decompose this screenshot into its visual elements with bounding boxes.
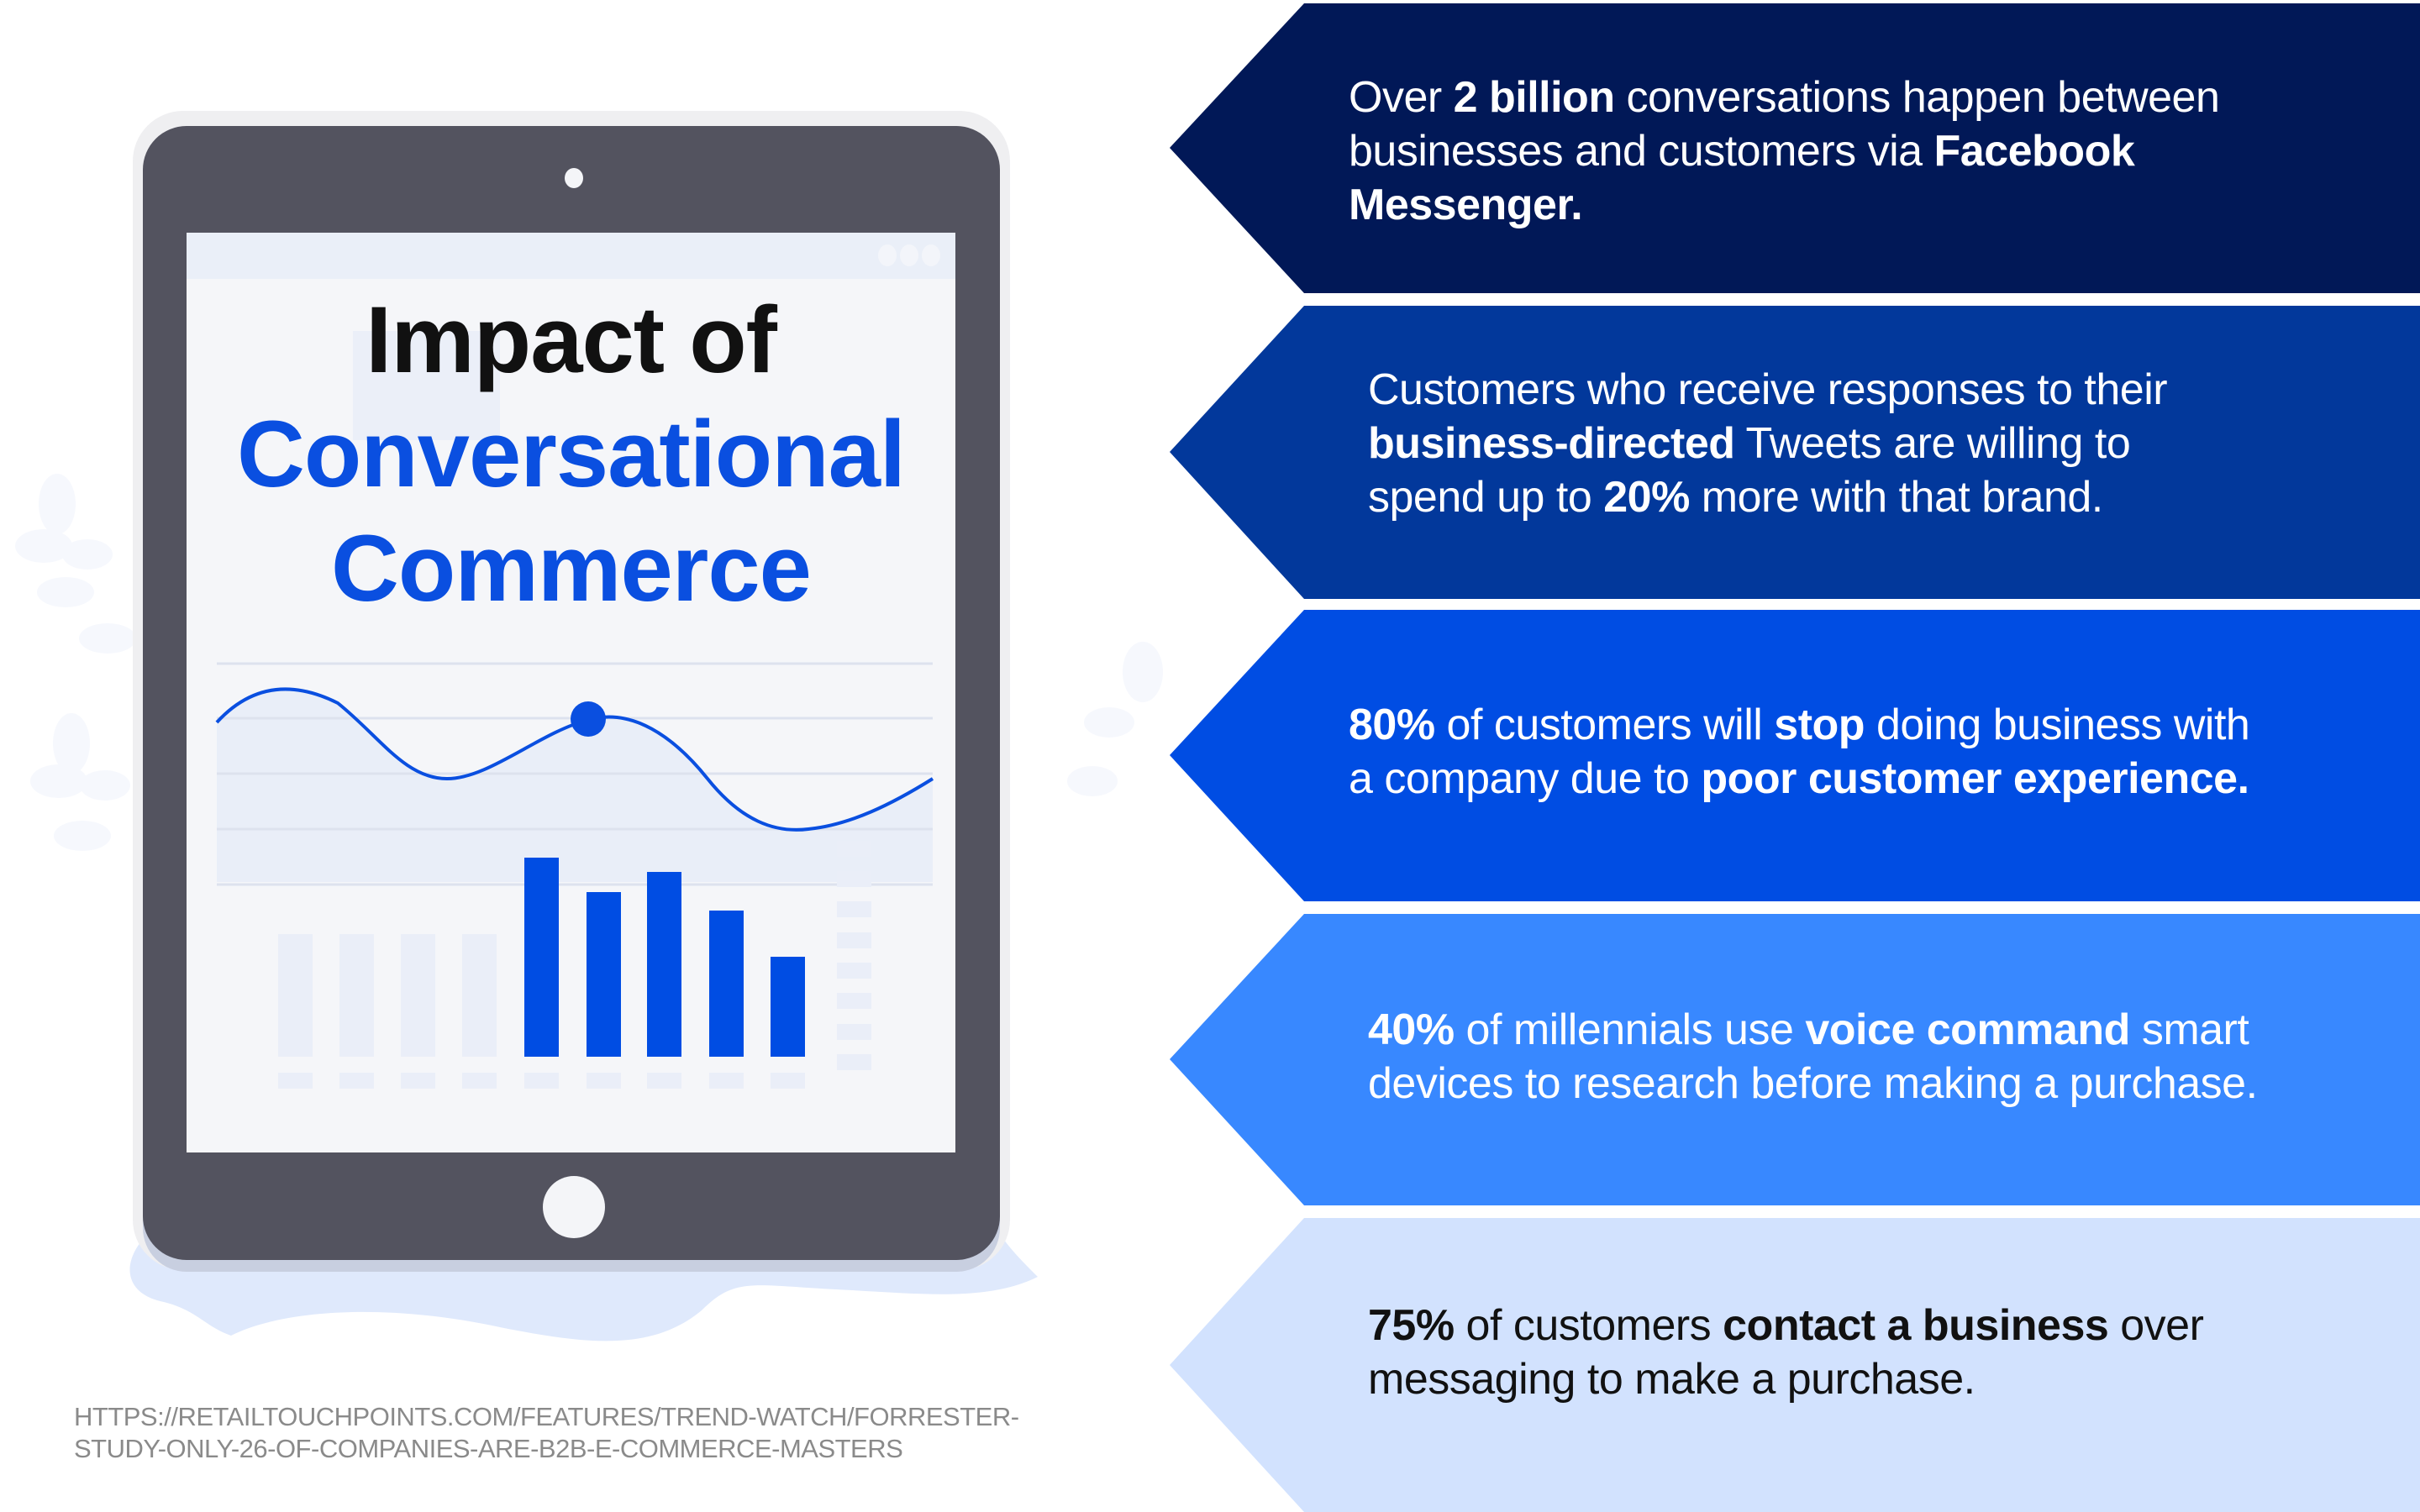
stat-text-5: 75% of customers contact a business over…: [1368, 1299, 2204, 1406]
stat-card-4: 40% of millennials use voice command sma…: [1170, 914, 2420, 1205]
stat-text-1: Over 2 billion conversations happen betw…: [1349, 71, 2220, 232]
stat-line: Over 2 billion conversations happen betw…: [1349, 73, 2220, 122]
highlight-point: [571, 701, 606, 737]
arrow-shape-icon: [1170, 610, 2420, 901]
stat-line: business-directed Tweets are willing to: [1368, 419, 2131, 468]
leaf-decoration-icon: [15, 474, 1163, 851]
window-dots-icon: [878, 244, 940, 266]
arrow-shape-icon: [1170, 914, 2420, 1205]
stat-text-3: 80% of customers will stop doing busines…: [1349, 698, 2250, 806]
stat-text-4: 40% of millennials use voice command sma…: [1368, 1003, 2258, 1110]
stat-card-2: Customers who receive responses to their…: [1170, 306, 2420, 599]
stat-card-3: 80% of customers will stop doing busines…: [1170, 610, 2420, 901]
title-line-2: Conversational: [236, 402, 906, 507]
background-card: [353, 331, 500, 440]
source-line-1: HTTPS://RETAILTOUCHPOINTS.COM/FEATURES/T…: [74, 1402, 1019, 1431]
stat-line: 75% of customers contact a business over: [1368, 1301, 2204, 1350]
stat-card-1: Over 2 billion conversations happen betw…: [1170, 3, 2420, 293]
arrow-shape-icon: [1170, 1218, 2420, 1512]
stat-line: Customers who receive responses to their: [1368, 365, 2168, 414]
stat-line: 40% of millennials use voice command sma…: [1368, 1005, 2249, 1054]
stat-text-2: Customers who receive responses to their…: [1368, 363, 2168, 524]
stat-line: 80% of customers will stop doing busines…: [1349, 701, 2250, 749]
decorative-chart: [215, 662, 934, 1089]
stat-card-5: 75% of customers contact a business over…: [1170, 1218, 2420, 1512]
home-button-icon: [543, 1176, 605, 1238]
stat-line: spend up to 20% more with that brand.: [1368, 473, 2103, 522]
arrow-shape-icon: [1170, 3, 2420, 293]
title-line-1: Impact of: [366, 287, 777, 392]
title-line-3: Commerce: [331, 516, 812, 621]
tablet-screen: Impact of Conversational Commerce: [187, 233, 955, 1152]
screen-header-bar: [187, 233, 955, 279]
arrow-shape-icon: [1170, 306, 2420, 599]
source-line-2: STUDY-ONLY-26-OF-COMPANIES-ARE-B2B-E-COM…: [74, 1434, 903, 1463]
stat-line: devices to research before making a purc…: [1368, 1059, 2258, 1108]
stat-line: a company due to poor customer experienc…: [1349, 754, 2249, 803]
stat-line: Messenger.: [1349, 181, 1583, 229]
stat-line: messaging to make a purchase.: [1368, 1355, 1975, 1404]
camera-icon: [565, 168, 583, 188]
source-citation: HTTPS://RETAILTOUCHPOINTS.COM/FEATURES/T…: [74, 1401, 1082, 1465]
stat-line: businesses and customers via Facebook: [1349, 127, 2135, 176]
